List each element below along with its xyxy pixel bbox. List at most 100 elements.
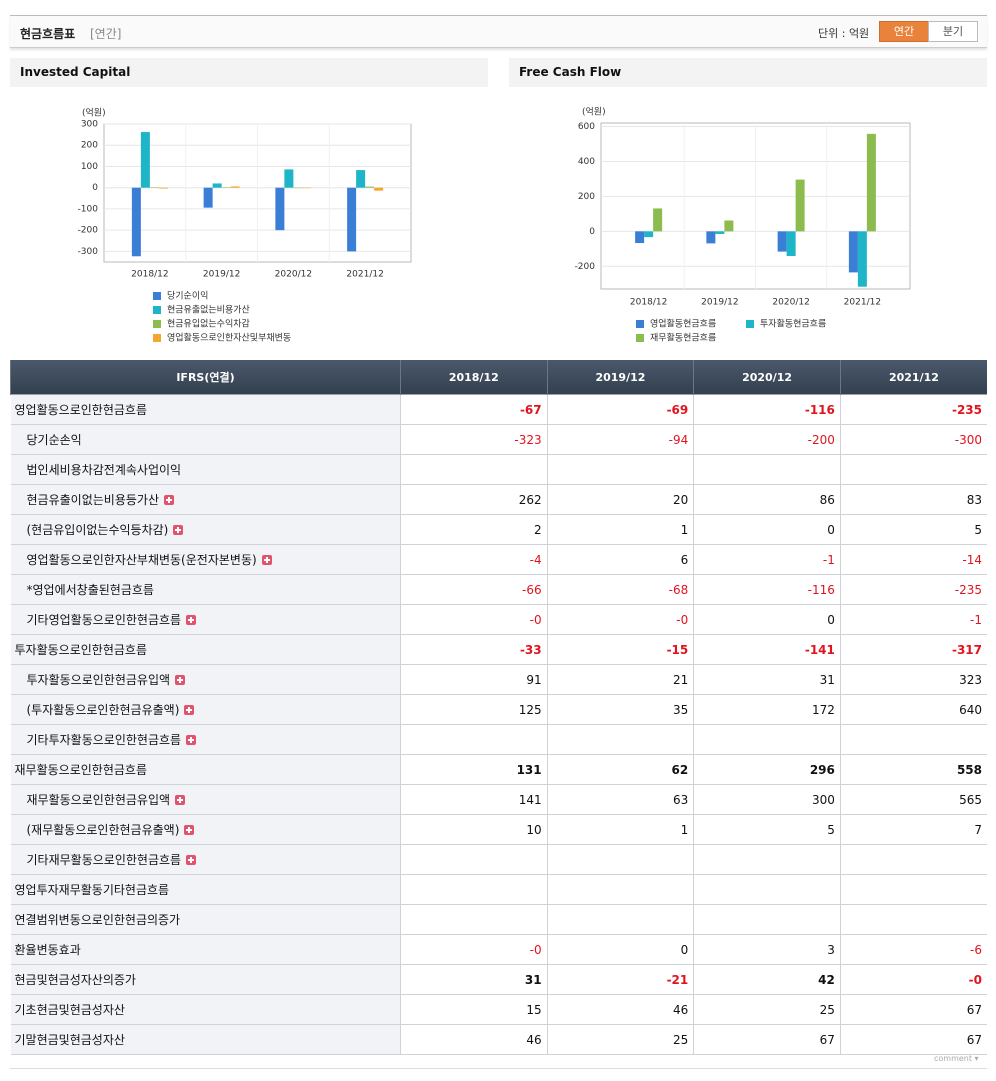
value-cell: [839, 454, 987, 485]
table-row: 법인세비용차감전계속사업이익: [10, 454, 987, 485]
expand-icon[interactable]: [186, 855, 197, 865]
expand-icon[interactable]: [173, 525, 184, 535]
value-cell: 125: [400, 694, 548, 725]
bar: [365, 186, 375, 188]
value-cell: [400, 454, 548, 485]
value-cell: 67: [839, 1024, 987, 1055]
value-cell: -66: [400, 574, 548, 605]
row-label: 기타영업활동으로인한현금흐름: [10, 604, 401, 635]
bar: [644, 231, 654, 238]
value-cell: 296: [693, 754, 841, 785]
table-row: 재무활동으로인한현금유입액 141 63 300 565: [10, 784, 987, 815]
bar: [635, 231, 645, 244]
tab-annual[interactable]: 연간: [879, 21, 929, 42]
header-bar: 현금흐름표 [연간] 단위 : 억원 연간 분기: [10, 15, 987, 48]
table-row: 기말현금및현금성자산 46 25 67 67: [10, 1024, 987, 1055]
row-label-text: 영업활동으로인한자산부채변동(운전자본변동): [26, 553, 257, 567]
value-cell: -235: [839, 394, 987, 425]
cashflow-table: IFRS(연결) 2018/12 2019/12 2020/12 2021/12 영업활동…: [10, 360, 987, 1055]
expand-icon[interactable]: [163, 495, 174, 505]
legend-label: 영업활동현금흐름: [650, 318, 716, 330]
value-cell: -33: [400, 634, 548, 665]
table-row: 연결범위변동으로인한현금의증가: [10, 904, 987, 935]
value-cell: 5: [693, 814, 841, 845]
bar: [777, 231, 787, 252]
comment-label[interactable]: comment: [934, 1054, 973, 1063]
period-label: [연간]: [90, 27, 122, 41]
expand-icon[interactable]: [186, 735, 197, 745]
x-tick-label: 2020/12: [772, 298, 809, 308]
row-label-text: (투자활동으로인한현금유출액): [26, 703, 180, 717]
column-header: IFRS(연결): [10, 360, 401, 395]
row-label-text: 현금유출이없는비용등가산: [26, 493, 159, 507]
bar: [131, 187, 141, 257]
bar: [140, 132, 150, 188]
legend-swatch: [636, 334, 644, 342]
expand-icon[interactable]: [184, 825, 195, 835]
value-cell: 25: [546, 1024, 694, 1055]
value-cell: -1: [839, 604, 987, 635]
value-cell: [839, 844, 987, 875]
value-cell: 0: [546, 934, 694, 965]
bar: [866, 133, 876, 232]
row-label-text: 영업활동으로인한현금흐름: [14, 403, 147, 417]
table-row: 현금및현금성자산의증가 31 -21 42 -0: [10, 964, 987, 995]
expand-icon[interactable]: [186, 615, 197, 625]
row-label: 기타재무활동으로인한현금흐름: [10, 844, 401, 875]
value-cell: 300: [693, 784, 841, 815]
column-header: 2018/12: [400, 360, 548, 395]
column-header: 2020/12: [693, 360, 841, 395]
tab-quarterly[interactable]: 분기: [928, 21, 978, 42]
row-label: *영업에서창출된현금흐름: [10, 574, 401, 605]
x-tick-label: 2021/12: [844, 298, 881, 308]
value-cell: [546, 454, 694, 485]
y-tick-label: 0: [589, 227, 595, 237]
divider: [10, 1068, 987, 1069]
row-label: 환율변동효과: [10, 934, 401, 965]
legend-swatch: [746, 320, 754, 328]
value-cell: 131: [400, 754, 548, 785]
value-cell: -0: [400, 934, 548, 965]
row-label: 영업활동으로인한자산부채변동(운전자본변동): [10, 544, 401, 575]
expand-icon[interactable]: [175, 675, 186, 685]
value-cell: 31: [400, 964, 548, 995]
row-label: 당기순손익: [10, 424, 401, 455]
row-label: 기타투자활동으로인한현금흐름: [10, 724, 401, 755]
value-cell: -235: [839, 574, 987, 605]
value-cell: 63: [546, 784, 694, 815]
expand-icon[interactable]: [184, 705, 195, 715]
value-cell: 1: [546, 814, 694, 845]
value-cell: [400, 874, 548, 905]
value-cell: 21: [546, 664, 694, 695]
legend-swatch: [153, 306, 161, 314]
legend-swatch: [153, 334, 161, 342]
table-row: 기타투자활동으로인한현금흐름: [10, 724, 987, 755]
row-label-text: (현금유입이없는수익등차감): [26, 523, 169, 537]
value-cell: 6: [546, 544, 694, 575]
comment-toggle[interactable]: comment ▾: [934, 1054, 979, 1063]
value-cell: 7: [839, 814, 987, 845]
value-cell: 3: [693, 934, 841, 965]
legend-swatch: [153, 292, 161, 300]
value-cell: 46: [400, 1024, 548, 1055]
value-cell: 141: [400, 784, 548, 815]
expand-icon[interactable]: [261, 555, 272, 565]
value-cell: -14: [839, 544, 987, 575]
value-cell: 1: [546, 514, 694, 545]
bar: [347, 187, 357, 252]
y-tick-label: 300: [81, 120, 98, 130]
bar: [230, 186, 240, 188]
value-cell: 262: [400, 484, 548, 515]
row-label-text: 기타영업활동으로인한현금흐름: [26, 613, 182, 627]
row-label-text: 투자활동으로인한현금유입액: [26, 673, 171, 687]
value-cell: [546, 844, 694, 875]
value-cell: [400, 904, 548, 935]
expand-icon[interactable]: [175, 795, 186, 805]
value-cell: [839, 724, 987, 755]
bar: [715, 231, 725, 234]
value-cell: 172: [693, 694, 841, 725]
row-label: 현금유출이없는비용등가산: [10, 484, 401, 515]
legend-swatch: [636, 320, 644, 328]
value-cell: -317: [839, 634, 987, 665]
legend-label: 현금유입없는수익차감: [167, 318, 250, 330]
